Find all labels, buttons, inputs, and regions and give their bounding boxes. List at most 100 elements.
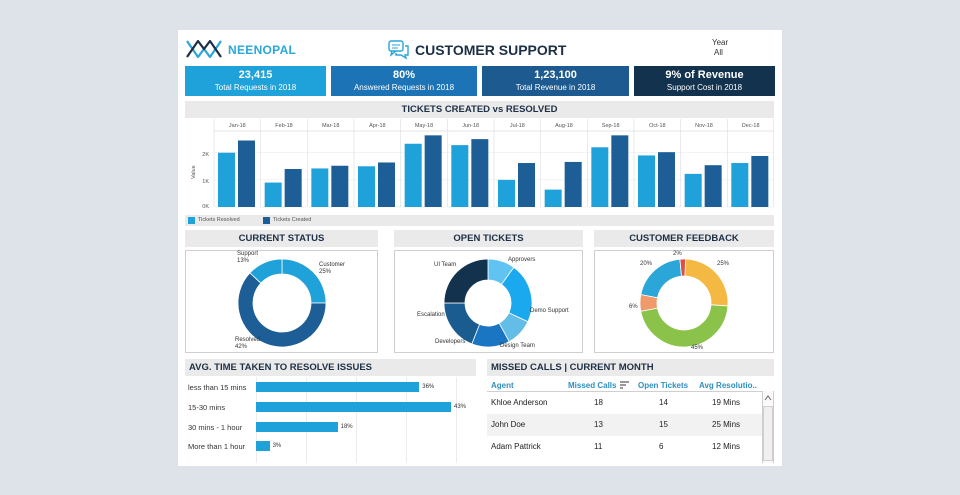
current-status-box: Support 13% Customer 25% Resolved 42% <box>185 250 378 353</box>
bar-created <box>611 135 629 207</box>
table-scrollbar-thumb[interactable] <box>763 406 773 461</box>
year-filter-select[interactable]: All <box>714 48 723 57</box>
table-row: Adam Pattrick 11 6 12 Mins <box>487 436 762 458</box>
bar-resolved <box>544 189 562 207</box>
resolve-bar <box>256 382 420 392</box>
kpi-label: Total Requests in 2018 <box>214 83 297 92</box>
resolve-row-label: More than 1 hour <box>188 442 246 451</box>
bar-created <box>238 140 255 207</box>
bar-created <box>331 165 349 207</box>
col-header-missed-calls[interactable]: Missed Calls <box>568 381 617 390</box>
bar-resolved <box>264 182 282 207</box>
month-label: Apr-18 <box>369 123 386 129</box>
month-label: Feb-18 <box>275 123 292 129</box>
year-filter-label: Year <box>712 38 729 47</box>
resolve-bar-value: 43% <box>454 404 467 410</box>
kpi-total-requests: 23,415 Total Requests in 2018 <box>185 66 326 96</box>
missed-calls-title: MISSED CALLS | CURRENT MONTH <box>487 359 774 376</box>
y-tick-label: 1K <box>202 179 209 185</box>
donut-label-ui-team: UI Team <box>434 262 457 268</box>
cell-missed: 11 <box>594 442 603 451</box>
resolve-bar-value: 3% <box>272 443 282 449</box>
table-row: Khloe Anderson 18 14 19 Mins <box>487 392 762 414</box>
legend-label-created: Tickets Created <box>273 217 312 223</box>
kpi-label: Total Revenue in 2018 <box>515 83 596 92</box>
bar-created <box>378 162 395 207</box>
month-label: Nov-18 <box>695 123 713 129</box>
bar-resolved <box>311 168 329 207</box>
month-label: Jul-18 <box>510 123 525 129</box>
neenopal-logo-icon <box>186 39 222 59</box>
dashboard: NEENOPAL CUSTOMER SUPPORT Year All 23,41… <box>178 30 782 466</box>
current-status-title: CURRENT STATUS <box>185 230 378 247</box>
month-label: Sep-18 <box>602 123 620 129</box>
y-tick-label: 2K <box>202 152 209 158</box>
cell-missed: 13 <box>594 420 603 429</box>
donut-label-6: 6% <box>629 304 638 310</box>
resolve-row-label: 30 mins - 1 hour <box>188 423 243 432</box>
donut-label-approvers: Approvers <box>508 257 536 263</box>
cell-agent: John Doe <box>491 420 526 429</box>
bar-resolved <box>498 179 515 207</box>
bar-resolved <box>731 163 749 207</box>
open-tickets-slice <box>443 258 489 304</box>
kpi-value: 9% of Revenue <box>665 69 744 81</box>
col-header-avg-resolution[interactable]: Avg Resolutio.. <box>699 381 757 390</box>
resolve-bar <box>256 422 338 432</box>
open-tickets-box: Approvers Demo Support Design Team Devel… <box>394 250 583 353</box>
bar-resolved <box>218 152 235 207</box>
donut-label-resolved: Resolved 42% <box>235 337 261 350</box>
month-label: Oct-18 <box>649 123 666 129</box>
table-row: John Doe 13 15 25 Mins <box>487 414 762 436</box>
cell-open: 14 <box>659 398 668 407</box>
tickets-chart-title: TICKETS CREATED vs RESOLVED <box>185 101 774 118</box>
bar-created <box>424 135 442 207</box>
brand-name: NEENOPAL <box>228 43 297 57</box>
col-header-open-tickets[interactable]: Open Tickets <box>638 381 689 390</box>
customer-feedback-box: 25% 45% 6% 20% 2% <box>594 250 774 353</box>
month-label: Aug-18 <box>555 123 573 129</box>
current-status-donut <box>237 258 327 348</box>
resolve-time-title: AVG. TIME TAKEN TO RESOLVE ISSUES <box>185 359 476 376</box>
legend-swatch-resolved <box>188 217 195 224</box>
kpi-total-revenue: 1,23,100 Total Revenue in 2018 <box>482 66 629 96</box>
legend-swatch-created <box>263 217 270 224</box>
month-label: May-18 <box>415 123 433 129</box>
cell-missed: 18 <box>594 398 603 407</box>
cell-open: 15 <box>659 420 668 429</box>
resolve-row-label: 15-30 mins <box>188 403 226 412</box>
resolve-bar-value: 18% <box>340 424 353 430</box>
cell-avg: 12 Mins <box>712 442 741 451</box>
bar-resolved <box>358 166 375 207</box>
bar-created <box>564 161 582 207</box>
cell-agent: Adam Pattrick <box>491 442 541 451</box>
status-slice <box>249 258 283 284</box>
month-label: Jun-18 <box>462 123 479 129</box>
month-label: Jan-18 <box>229 123 246 129</box>
kpi-answered-requests: 80% Answered Requests in 2018 <box>331 66 477 96</box>
bar-created <box>658 152 675 207</box>
bar-created <box>471 139 489 207</box>
resolve-bar-value: 36% <box>422 384 435 390</box>
bar-resolved <box>591 147 609 207</box>
legend-label-resolved: Tickets Resolved <box>198 217 240 223</box>
open-tickets-slice <box>443 302 481 345</box>
sort-icon[interactable] <box>620 381 629 389</box>
donut-label-45: 45% <box>691 345 704 351</box>
kpi-value: 1,23,100 <box>534 69 577 81</box>
donut-label-support: Support 13% <box>237 251 259 264</box>
donut-label-20: 20% <box>640 261 653 267</box>
kpi-value: 80% <box>392 69 416 81</box>
bar-created <box>284 169 302 207</box>
feedback-slice <box>679 258 686 277</box>
col-header-agent[interactable]: Agent <box>491 381 514 390</box>
month-label: Mar-18 <box>322 123 339 129</box>
donut-label-design-team: Design Team <box>500 343 535 349</box>
chat-bubbles-icon <box>388 40 409 60</box>
donut-label-customer: Customer 25% <box>319 262 346 275</box>
cell-open: 6 <box>659 442 664 451</box>
scroll-up-icon[interactable] <box>764 395 772 401</box>
bar-resolved <box>404 143 422 207</box>
cell-avg: 19 Mins <box>712 398 741 407</box>
tickets-bar-chart: Jan-18 Feb-18 Mar-18 Apr-18 May-18 Jun-18 Jul-… <box>191 119 774 210</box>
